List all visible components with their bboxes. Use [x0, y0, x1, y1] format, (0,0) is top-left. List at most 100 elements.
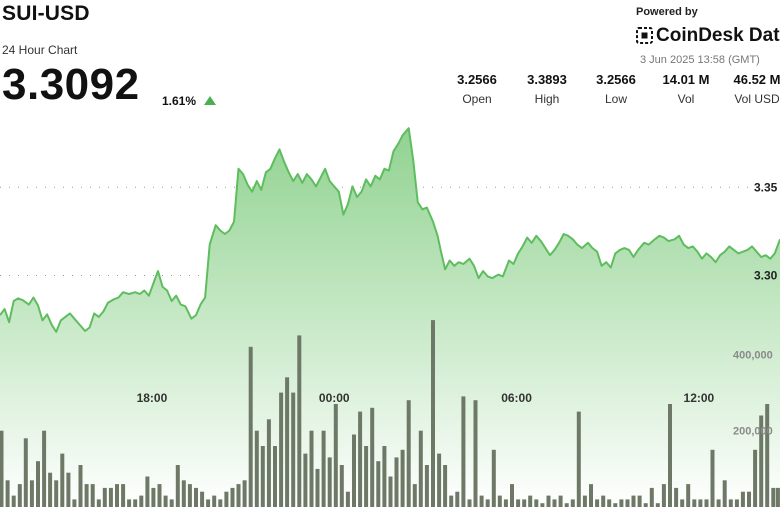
volume-bar: [437, 453, 442, 507]
volume-bar: [576, 411, 581, 507]
volume-bar: [570, 499, 575, 507]
volume-bar: [236, 484, 241, 507]
volume-bar: [528, 495, 533, 507]
volume-bar: [710, 449, 715, 507]
volume-bar: [108, 487, 113, 507]
volume-bar: [133, 499, 138, 507]
volume-bar: [5, 480, 10, 507]
volume-bar: [728, 499, 733, 507]
volume-bar: [734, 499, 739, 507]
stat-label: Vol USD: [734, 92, 780, 106]
timestamp: 3 Jun 2025 13:58 (GMT): [640, 54, 760, 66]
x-tick-label: 12:00: [684, 391, 715, 405]
volume-bar: [655, 503, 660, 507]
volume-bar: [418, 430, 423, 507]
volume-bar: [297, 335, 302, 507]
volume-bar: [461, 396, 466, 507]
volume-bar: [619, 499, 624, 507]
volume-bar: [163, 495, 168, 507]
volume-bar: [394, 457, 399, 507]
volume-bar: [716, 499, 721, 507]
volume-bar: [674, 487, 679, 507]
volume-bar: [698, 499, 703, 507]
stat-value: 3.3893: [527, 72, 567, 87]
volume-bar: [321, 430, 326, 507]
volume-bar: [206, 499, 211, 507]
volume-bar: [194, 487, 198, 507]
x-tick-label: 00:00: [319, 391, 350, 405]
volume-tick-label: 200,000: [733, 426, 773, 438]
stat-label: Open: [462, 92, 492, 106]
volume-bar: [522, 499, 527, 507]
price-tick-label: 3.35: [754, 180, 778, 194]
volume-bar: [376, 461, 381, 507]
volume-bar: [449, 495, 454, 507]
volume-bar: [704, 499, 709, 507]
volume-bar: [631, 495, 636, 507]
volume-bar: [345, 491, 350, 507]
volume-bar: [212, 495, 217, 507]
volume-bar: [497, 495, 502, 507]
stat-label: High: [534, 92, 560, 106]
volume-bar: [17, 484, 22, 507]
volume-bar: [273, 446, 277, 507]
volume-bar: [358, 411, 363, 507]
pair-title: SUI-USD: [2, 2, 90, 25]
volume-bar: [327, 457, 332, 507]
volume-bar: [400, 449, 405, 507]
brand-name[interactable]: CoinDesk Data: [656, 25, 780, 46]
volume-bar: [558, 495, 563, 507]
volume-bar: [115, 484, 119, 507]
volume-bar: [54, 480, 59, 507]
volume-bar: [303, 453, 308, 507]
volume-bar: [291, 392, 296, 507]
volume-bar: [771, 487, 776, 507]
stat-vol: 14.01 M Vol: [651, 72, 721, 106]
chart-subtitle: 24 Hour Chart: [2, 43, 78, 57]
volume-bar: [224, 491, 229, 507]
stat-open: 3.2566 Open: [442, 72, 512, 106]
volume-bar: [200, 491, 205, 507]
volume-bar: [248, 346, 253, 507]
volume-bar: [680, 499, 685, 507]
volume-bar: [187, 484, 192, 507]
price-line: [0, 127, 780, 333]
volume-bar: [66, 472, 71, 507]
volume-bar: [333, 404, 338, 507]
powered-by-label: Powered by: [636, 6, 698, 18]
volume-bar: [260, 446, 265, 507]
volume-bar: [175, 465, 180, 507]
volume-bar: [230, 487, 235, 507]
volume-bar: [510, 484, 514, 507]
x-tick-label: 18:00: [137, 391, 168, 405]
volume-bar: [218, 499, 223, 507]
volume-bar: [72, 499, 77, 507]
volume-bar: [455, 491, 460, 507]
volume-bar: [48, 472, 53, 507]
price-area-fill: [0, 128, 780, 507]
volume-bar: [382, 446, 387, 507]
volume-bar: [516, 499, 521, 507]
volume-bar: [60, 453, 65, 507]
volume-bars: [0, 320, 780, 507]
volume-bar: [534, 499, 539, 507]
volume-bar: [467, 499, 472, 507]
volume-bar: [139, 495, 144, 507]
volume-bar: [552, 499, 557, 507]
stat-vol-usd: 46.52 M Vol USD: [722, 72, 780, 106]
stat-label: Vol: [677, 92, 695, 106]
volume-bar: [309, 430, 314, 507]
volume-bar: [339, 465, 344, 507]
volume-bar: [473, 400, 478, 507]
volume-bar: [29, 480, 34, 507]
volume-bar: [601, 495, 606, 507]
volume-bar: [266, 419, 271, 507]
volume-bar: [412, 484, 417, 507]
volume-bar: [607, 499, 612, 507]
stat-high: 3.3893 High: [512, 72, 582, 106]
triangle-up-icon: [204, 96, 216, 105]
volume-axis: 400,000 200,000: [733, 349, 773, 437]
volume-bar: [242, 480, 247, 507]
volume-bar: [503, 499, 508, 507]
